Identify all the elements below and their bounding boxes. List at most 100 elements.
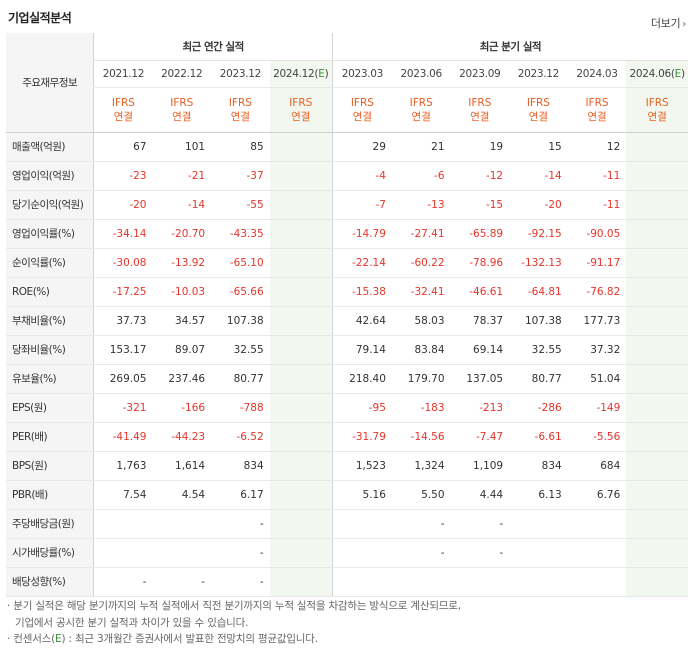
table-cell: -132.13 [509, 248, 568, 278]
table-cell [152, 509, 212, 539]
table-cell: 34.57 [152, 306, 212, 336]
table-cell: -13.92 [152, 248, 212, 278]
table-cell: -166 [152, 393, 212, 423]
ifrs-badge: IFRS 연결 [391, 87, 451, 133]
table-cell: 684 [567, 451, 627, 481]
table-cell: - [391, 509, 451, 539]
table-cell [269, 393, 333, 423]
table-cell: -37 [211, 161, 270, 191]
table-cell: 67 [93, 132, 153, 162]
table-cell: 1,614 [152, 451, 212, 481]
table-cell: 1,324 [391, 451, 451, 481]
footnote-1-cont: 기업에서 공시한 분기 실적과 차이가 있을 수 있습니다. [15, 616, 249, 629]
table-cell: 51.04 [567, 364, 627, 394]
table-cell: - [93, 567, 153, 597]
table-cell: 15 [509, 132, 568, 162]
row-label: 유보율(%) [6, 364, 94, 394]
table-cell: 179.70 [391, 364, 451, 394]
table-row: 유보율(%) 269.05 237.46 80.77 218.40 179.70 137.0… [6, 364, 688, 394]
period-header: 2022.12 [152, 60, 212, 88]
table-row: 시가배당률(%) - - - [6, 538, 688, 568]
table-cell: 89.07 [152, 335, 212, 365]
table-cell: 834 [211, 451, 270, 481]
table-cell [331, 567, 392, 597]
table-cell: 37.73 [93, 306, 153, 336]
more-label: 더보기 [650, 17, 681, 30]
table-cell: 4.54 [152, 480, 212, 510]
table-cell: -92.15 [509, 219, 568, 249]
table-cell: 1,763 [93, 451, 153, 481]
row-label: PBR(배) [6, 480, 94, 510]
row-label: EPS(원) [6, 393, 94, 423]
table-cell [626, 306, 688, 336]
table-cell: -4 [331, 161, 392, 191]
table-cell: 78.37 [450, 306, 510, 336]
table-cell [269, 509, 333, 539]
table-cell: 12 [567, 132, 627, 162]
table-cell: -286 [509, 393, 568, 423]
chevron-right-icon: › [682, 19, 686, 30]
table-cell [509, 538, 568, 568]
row-label: 영업이익(억원) [6, 161, 94, 191]
table-cell [567, 538, 627, 568]
table-cell: -5.56 [567, 422, 627, 452]
table-cell: 21 [391, 132, 451, 162]
table-cell [269, 306, 333, 336]
table-row: PBR(배) 7.54 4.54 6.17 5.16 5.50 4.44 6.13 6.76 [6, 480, 688, 510]
table-cell: 79.14 [331, 335, 392, 365]
table-cell [391, 567, 451, 597]
table-cell: -6 [391, 161, 451, 191]
table-cell [450, 567, 510, 597]
table-cell: -20 [509, 190, 568, 220]
table-cell [626, 364, 688, 394]
footnote-1: · 분기 실적은 해당 분기까지의 누적 실적에서 직전 분기까지의 누적 실적… [7, 600, 461, 612]
table-row: ROE(%) -17.25 -10.03 -65.66 -15.38 -32.41 -46.… [6, 277, 688, 307]
table-row: 영업이익(억원) -23 -21 -37 -4 -6 -12 -14 -11 [6, 161, 688, 191]
table-cell [269, 132, 333, 162]
table-cell [626, 393, 688, 423]
table-cell: 107.38 [509, 306, 568, 336]
table-cell: -27.41 [391, 219, 451, 249]
table-cell: 177.73 [567, 306, 627, 336]
table-cell: - [211, 509, 270, 539]
table-cell: 42.64 [331, 306, 392, 336]
table-cell [269, 567, 333, 597]
row-label: 당좌비율(%) [6, 335, 94, 365]
table-cell: 6.13 [509, 480, 568, 510]
table-cell: 69.14 [450, 335, 510, 365]
ifrs-badge: IFRS 연결 [93, 87, 153, 133]
table-cell [626, 190, 688, 220]
table-cell: -76.82 [567, 277, 627, 307]
table-cell: -32.41 [391, 277, 451, 307]
table-cell [269, 248, 333, 278]
footnote-2: · 컨센서스(E) : 최근 3개월간 증권사에서 발표한 전망치의 평균값입니… [7, 633, 318, 645]
table-cell: -30.08 [93, 248, 153, 278]
table-cell: - [391, 538, 451, 568]
table-cell: -7 [331, 190, 392, 220]
more-link[interactable]: 더보기 › [651, 15, 686, 31]
table-cell [331, 509, 392, 539]
table-cell: -321 [93, 393, 153, 423]
table-cell: -7.47 [450, 422, 510, 452]
table-cell: 85 [211, 132, 270, 162]
table-cell [626, 567, 688, 597]
period-header: 2023.09 [450, 60, 510, 88]
table-cell: 269.05 [93, 364, 153, 394]
row-label: BPS(원) [6, 451, 94, 481]
table-cell [269, 480, 333, 510]
row-label: 영업이익률(%) [6, 219, 94, 249]
period-header: 2024.12(E) [269, 60, 333, 88]
annual-group-header: 최근 연간 실적 [93, 33, 333, 61]
table-cell: 218.40 [331, 364, 392, 394]
row-label: 부채비율(%) [6, 306, 94, 336]
table-cell: -95 [331, 393, 392, 423]
table-cell: 6.76 [567, 480, 627, 510]
table-cell: -10.03 [152, 277, 212, 307]
period-header: 2023.12 [211, 60, 270, 88]
table-cell: 4.44 [450, 480, 510, 510]
table-cell: -43.35 [211, 219, 270, 249]
table-cell: -60.22 [391, 248, 451, 278]
table-cell [331, 538, 392, 568]
table-row: 순이익률(%) -30.08 -13.92 -65.10 -22.14 -60.22 -78… [6, 248, 688, 278]
